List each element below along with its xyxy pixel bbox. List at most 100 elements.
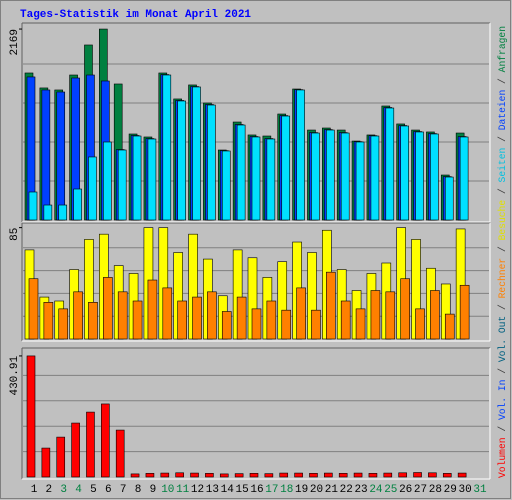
panel (22, 348, 490, 479)
x-tick-label: 14 (221, 484, 235, 496)
x-tick-label: 22 (340, 484, 353, 496)
x-tick-label: 17 (265, 484, 278, 496)
bar (145, 473, 155, 478)
bar (236, 296, 247, 340)
bar (221, 150, 231, 221)
legend-separator: / (497, 304, 509, 310)
bar (326, 129, 335, 221)
bar (132, 135, 142, 221)
bar (88, 156, 97, 221)
bar (266, 138, 276, 221)
bar (251, 136, 261, 221)
bar (444, 313, 455, 340)
bar (132, 300, 143, 340)
bar (279, 472, 289, 478)
x-tick-label: 9 (150, 484, 157, 496)
legend-entry: Seiten (497, 148, 509, 183)
x-tick-label: 18 (280, 484, 293, 496)
x-tick-label: 10 (161, 484, 174, 496)
bar (41, 89, 51, 221)
x-tick-label: 26 (399, 484, 412, 496)
bar (207, 291, 217, 340)
bar (340, 300, 351, 340)
legend: Volumen / Vol. In / Vol. Out / Rechner /… (497, 26, 509, 478)
bar (281, 115, 291, 221)
bar (73, 188, 82, 221)
x-tick-label: 8 (135, 484, 142, 496)
bar (294, 472, 303, 478)
x-tick-label: 16 (250, 484, 263, 496)
bar (28, 191, 38, 221)
bar (442, 473, 452, 478)
x-tick-label: 12 (191, 484, 204, 496)
y-tick-label: 430.91 (9, 356, 21, 396)
bar (296, 89, 305, 221)
x-tick-label: 6 (105, 484, 112, 496)
bar (162, 74, 172, 221)
bar (86, 411, 95, 478)
bar (130, 473, 140, 478)
bar (459, 136, 469, 221)
x-tick-label: 3 (60, 484, 67, 496)
chart-title: Tages-Statistik im Monat April 2021 (20, 9, 251, 21)
legend-separator: / (497, 426, 509, 432)
legend-separator: / (497, 246, 509, 252)
bar (249, 473, 259, 478)
bar (311, 309, 321, 340)
bar (147, 138, 157, 221)
bar (205, 473, 214, 478)
bar (73, 291, 83, 340)
legend-separator: / (497, 136, 509, 142)
bar (71, 422, 80, 478)
bar (340, 132, 350, 221)
bar (459, 284, 470, 340)
bar (117, 149, 127, 221)
x-tick-label: 15 (236, 484, 249, 496)
bar (190, 472, 199, 478)
bar (264, 473, 274, 478)
x-tick-label: 4 (75, 484, 82, 496)
bar (324, 472, 333, 478)
bar (177, 100, 186, 221)
x-tick-label: 23 (354, 484, 367, 496)
bar (56, 91, 66, 221)
bar (43, 302, 54, 340)
x-tick-label: 25 (384, 484, 397, 496)
bar (26, 355, 36, 478)
bar (355, 141, 365, 221)
bar (175, 472, 184, 478)
x-tick-label: 11 (176, 484, 190, 496)
bar (415, 131, 424, 221)
bar (207, 104, 216, 221)
x-tick-label: 28 (429, 484, 442, 496)
bar (115, 429, 125, 478)
bar (192, 296, 202, 340)
bar (103, 141, 112, 221)
bar (370, 290, 381, 340)
legend-entry: Besuche (497, 200, 509, 241)
bar (192, 86, 201, 221)
legend-entry: Vol. In (497, 380, 509, 421)
bar (58, 308, 69, 340)
y-tick-label: 2169 (9, 29, 21, 55)
legend-entry: Volumen (497, 437, 509, 478)
x-tick-label: 2 (46, 484, 53, 496)
legend-separator: / (497, 188, 509, 194)
bar (236, 124, 246, 221)
bar (58, 204, 68, 221)
legend-separator: / (497, 78, 509, 84)
x-tick-label: 31 (473, 484, 487, 496)
x-tick-label: 1 (31, 484, 38, 496)
x-tick-label: 21 (325, 484, 339, 496)
bar (177, 300, 187, 340)
y-tick-label: 85 (9, 228, 21, 241)
bar (430, 133, 439, 221)
x-tick-label: 30 (459, 484, 472, 496)
bar (400, 125, 409, 221)
bar (219, 473, 229, 478)
bar (400, 278, 410, 340)
bar (56, 436, 66, 478)
bar (103, 277, 113, 340)
bar (457, 472, 467, 478)
x-tick-label: 7 (120, 484, 127, 496)
